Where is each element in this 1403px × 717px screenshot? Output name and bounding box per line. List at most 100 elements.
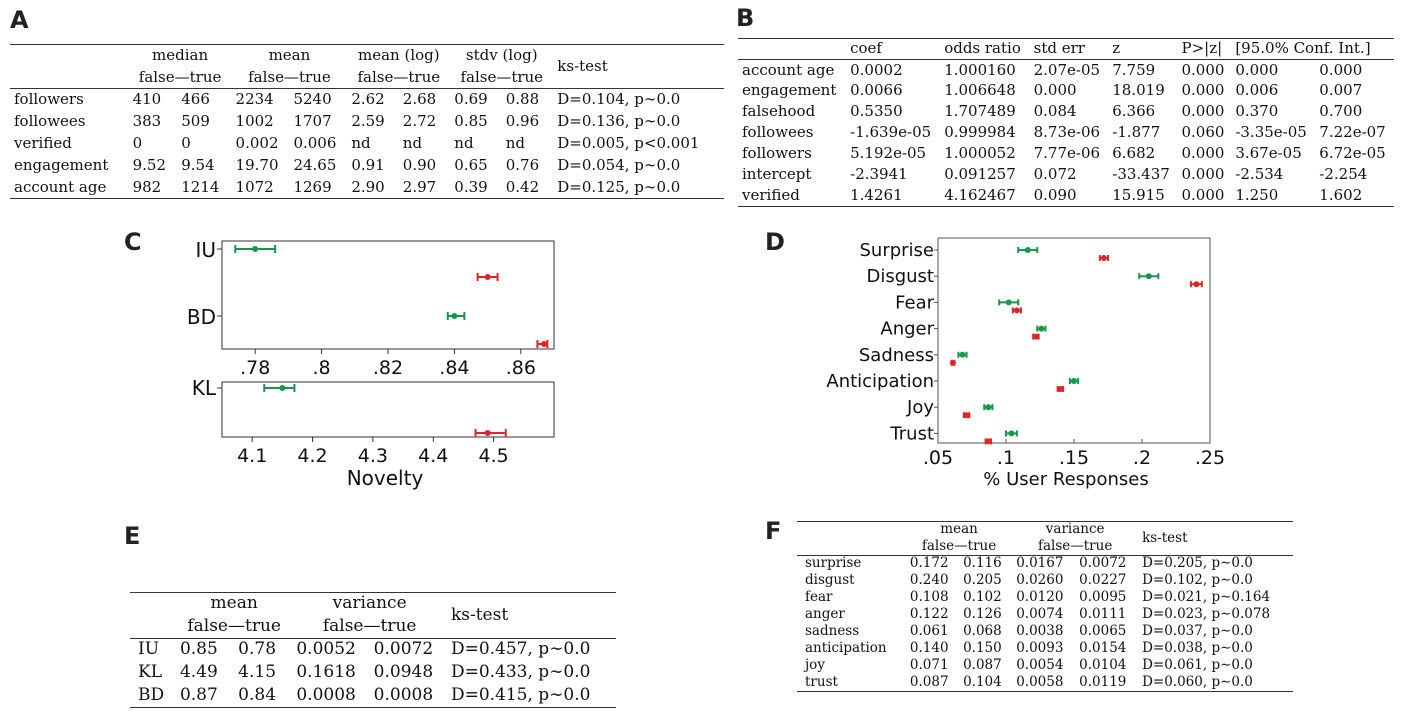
category-label: IU [195, 238, 216, 262]
value-cell: 4.15 [238, 662, 277, 683]
value-cell: 0.0104 [1079, 657, 1127, 674]
value-cell: 3.67e-05 [1235, 144, 1302, 163]
sub-header: false—true [175, 615, 293, 639]
value-cell: 6.366 [1112, 102, 1156, 121]
header-blank [797, 521, 906, 556]
ks-cell: D=0.054, p∼0.0 [557, 155, 681, 174]
value-cell: 1.000052 [944, 144, 1016, 163]
category-label: Sadness [859, 345, 934, 366]
group-header: mean [175, 592, 293, 616]
group-header: mean [905, 521, 1013, 539]
value-cell: 0.39 [450, 176, 502, 199]
row-label: engagement [742, 81, 837, 100]
data-point [1024, 247, 1031, 253]
value-cell: 0.0066 [850, 81, 903, 100]
value-cell: 0.126 [963, 606, 1002, 623]
x-tick-label: 4.5 [479, 445, 509, 467]
value-cell: 0.0095 [1079, 589, 1127, 606]
plot-frame [937, 237, 1211, 444]
table-row: mean variance ks-test [797, 521, 1293, 556]
row-label: account age [10, 176, 129, 199]
table-row: KL 4.49 4.15 0.1618 0.0948 D=0.433, p∼0.0 [130, 662, 616, 685]
column-header: coef [846, 38, 941, 60]
value-cell: 9.54 [181, 155, 215, 174]
panel-label-e: E [124, 522, 141, 550]
value-cell: -1.877 [1112, 123, 1161, 142]
value-cell: 0.96 [505, 111, 540, 130]
emotion-plot: Surprise Disgust Fear Anger Sadness Anticipat… [826, 237, 1225, 469]
value-cell: 0.370 [1235, 102, 1279, 121]
row-label: sadness [805, 623, 860, 640]
value-cell: 2.97 [398, 176, 451, 199]
panel-label-c: C [124, 228, 142, 256]
value-cell: -2.254 [1319, 165, 1368, 184]
panel-label-d: D [765, 228, 785, 256]
table-row: followees 383 509 1002 1707 2.59 2.72 0.85 0.96 D… [10, 111, 724, 133]
row-label: fear [805, 589, 833, 606]
value-cell: 2.72 [402, 111, 437, 130]
table-row: verified 0 0 0.002 0.006 nd nd nd nd D=0.005, p<0… [10, 133, 724, 155]
data-point [252, 246, 259, 252]
value-cell: 0.087 [905, 674, 960, 692]
row-label: anticipation [805, 640, 887, 657]
table-row: engagement 0.0066 1.006648 0.000 18.019 0.000… [738, 81, 1394, 102]
user-responses-axis-label: % User Responses [983, 469, 1148, 490]
table-row: disgust 0.240 0.205 0.0260 0.0227 D=0.102, p∼… [797, 572, 1293, 590]
value-cell: 0.000 [1181, 60, 1225, 79]
ks-cell: D=0.457, p∼0.0 [450, 639, 591, 660]
table-row: coef odds ratio std err z P>|z| [95.0% Conf. … [738, 38, 1394, 60]
value-cell: 0.0167 [1016, 555, 1064, 572]
value-cell: 0.172 [909, 555, 949, 572]
sub-header: false—true [347, 66, 451, 89]
table-row: followers 410 466 2234 5240 2.62 2.68 0.69 0.88 D… [10, 89, 724, 111]
sub-header: false—true [905, 538, 1013, 556]
ks-cell: D=0.060, p∼0.0 [1138, 674, 1293, 692]
value-cell: -3.35e-05 [1235, 123, 1307, 142]
group-header: mean [231, 44, 348, 67]
column-header: [95.0% Conf. Int.] [1231, 38, 1394, 60]
row-label: surprise [805, 555, 862, 572]
data-point [985, 404, 992, 411]
row-label: falsehood [742, 102, 816, 121]
table-b: coef odds ratio std err z P>|z| [95.0% Conf. … [738, 38, 1394, 207]
data-point [484, 430, 491, 436]
value-cell: 0.140 [909, 640, 949, 657]
value-cell: 5240 [293, 90, 332, 109]
table-e: mean variance ks-test false—true false—true I… [130, 592, 616, 708]
value-cell: 0.0054 [1016, 657, 1064, 674]
data-point [1008, 430, 1015, 437]
value-cell: 0.104 [959, 674, 1013, 692]
sub-header: false—true [292, 615, 447, 639]
value-cell: 0.150 [963, 640, 1002, 657]
novelty-axis-label: Novelty [347, 466, 424, 490]
value-cell: 0.060 [1181, 123, 1225, 142]
table-row: engagement 9.52 9.54 19.70 24.65 0.91 0.90 0.65… [10, 155, 724, 177]
value-cell: 0.002 [235, 133, 279, 152]
value-cell: nd [351, 133, 371, 152]
table-row: median mean mean (log) stdv (log) ks-test [10, 44, 724, 89]
ks-cell: D=0.037, p∼0.0 [1142, 623, 1253, 640]
table-row: account age 0.0002 1.000160 2.07e-05 7.759 0.… [738, 60, 1394, 81]
x-tick-label: .84 [439, 357, 469, 379]
value-cell: 7.22e-07 [1319, 123, 1386, 142]
x-tick-label: .86 [506, 357, 536, 379]
value-cell: 1707 [293, 111, 332, 130]
value-cell: 0.0119 [1075, 674, 1139, 692]
ks-header: ks-test [1138, 521, 1293, 556]
table-row: anger 0.122 0.126 0.0074 0.0111 D=0.023, p∼0.… [797, 606, 1293, 624]
value-cell: 1.250 [1231, 185, 1316, 207]
ks-cell: D=0.023, p∼0.078 [1142, 606, 1271, 623]
data-point [484, 274, 491, 280]
value-cell: 0.0111 [1079, 606, 1127, 623]
row-label: intercept [742, 165, 812, 184]
table-row: fear 0.108 0.102 0.0120 0.0095 D=0.021, p∼0.1… [797, 589, 1293, 607]
x-tick-label: .8 [313, 357, 331, 379]
value-cell: 0.000 [1181, 81, 1225, 100]
value-cell: 1.4261 [846, 185, 941, 207]
value-cell: 0.006 [1235, 81, 1279, 100]
table-row: trust 0.087 0.104 0.0058 0.0119 D=0.060, p∼0.… [797, 674, 1293, 692]
table-a: median mean mean (log) stdv (log) ks-test fal… [10, 44, 724, 199]
data-point [541, 341, 548, 347]
value-cell: 7.77e-06 [1033, 144, 1101, 163]
data-point [1071, 378, 1077, 384]
